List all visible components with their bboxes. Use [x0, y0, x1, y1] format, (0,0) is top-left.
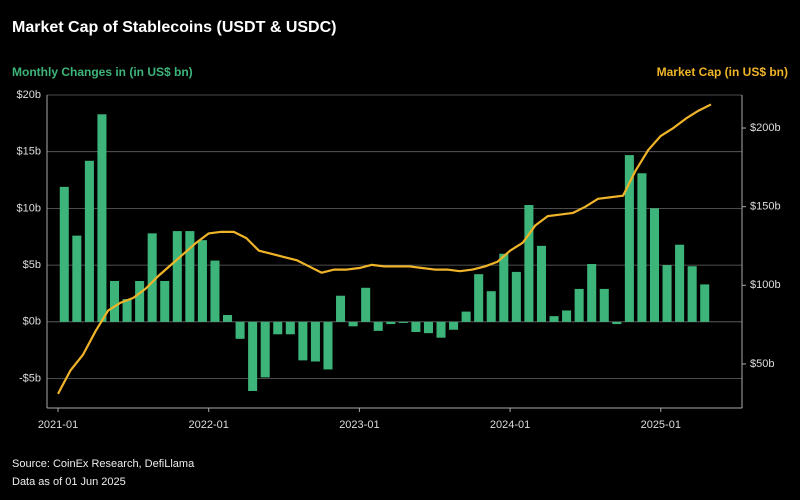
- bar: [135, 280, 145, 322]
- source: Source: CoinEx Research, DefiLlama: [12, 458, 195, 470]
- y-tick-label: $10b: [17, 202, 41, 214]
- bar: [97, 114, 107, 322]
- bar: [348, 321, 358, 327]
- bar: [147, 233, 157, 322]
- x-tick-label: 2025-01: [641, 419, 681, 431]
- bar: [160, 280, 170, 322]
- chart-title: Market Cap of Stablecoins (USDT & USDC): [12, 19, 336, 36]
- bar: [122, 299, 132, 322]
- bar: [235, 321, 245, 339]
- bar: [662, 265, 672, 322]
- y2-tick-label: $100b: [750, 279, 781, 291]
- bar: [675, 244, 685, 322]
- bar: [285, 321, 295, 335]
- bar: [574, 288, 584, 322]
- y2-tick-label: $50b: [750, 358, 774, 370]
- y-axis-title: Monthly Changes in (in US$ bn): [12, 65, 193, 79]
- y-tick-label: $0b: [23, 316, 41, 328]
- bar: [210, 260, 220, 322]
- y-tick-label: $20b: [17, 89, 41, 101]
- bar: [562, 310, 572, 322]
- bar: [423, 321, 433, 334]
- bar: [486, 291, 496, 322]
- bar: [298, 321, 308, 361]
- bar: [59, 186, 69, 322]
- bar: [260, 321, 270, 378]
- bar: [336, 295, 346, 322]
- bar: [461, 311, 471, 322]
- y2-tick-label: $150b: [750, 201, 781, 213]
- bar: [72, 235, 82, 322]
- bar: [499, 253, 509, 322]
- bar: [323, 321, 333, 370]
- line: [57, 103, 712, 395]
- bar: [411, 321, 421, 333]
- bar: [449, 321, 459, 330]
- bar: [549, 316, 559, 322]
- note: Data as of 01 Jun 2025: [12, 476, 126, 488]
- bar: [587, 263, 597, 322]
- bar: [197, 240, 207, 322]
- bar: [700, 284, 710, 322]
- bar: [386, 321, 396, 325]
- bar: [536, 245, 546, 322]
- bar: [612, 321, 622, 325]
- y-tick-label: $15b: [17, 146, 41, 158]
- bar: [436, 321, 446, 338]
- bar: [172, 231, 182, 322]
- bar: [84, 160, 94, 322]
- bar: [248, 321, 258, 391]
- bar: [637, 173, 647, 322]
- y-tick-label: -$5b: [19, 372, 41, 384]
- bar: [310, 321, 320, 362]
- bar: [474, 274, 484, 322]
- bar: [185, 231, 195, 322]
- bar: [361, 287, 371, 322]
- bar: [649, 208, 660, 322]
- bar: [624, 155, 634, 322]
- bar: [599, 288, 609, 322]
- bar: [373, 321, 383, 331]
- y-tick-label: $5b: [23, 259, 41, 271]
- x-tick-label: 2021-01: [38, 419, 78, 431]
- bar: [524, 205, 534, 322]
- bar: [511, 271, 521, 322]
- bar: [223, 315, 233, 322]
- y2-axis-title: Market Cap (in US$ bn): [657, 65, 788, 79]
- bar: [109, 280, 120, 322]
- x-tick-label: 2024-01: [490, 419, 530, 431]
- bar: [273, 321, 283, 335]
- bar: [398, 321, 408, 323]
- y2-tick-label: $200b: [750, 122, 781, 134]
- x-tick-label: 2023-01: [339, 419, 379, 431]
- bar: [687, 266, 697, 322]
- x-tick-label: 2022-01: [189, 419, 229, 431]
